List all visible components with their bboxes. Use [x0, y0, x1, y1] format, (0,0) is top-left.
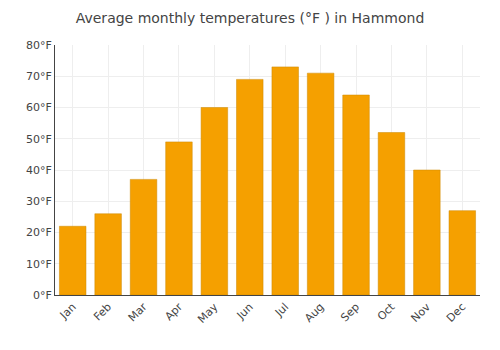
svg-text:Jul: Jul — [272, 301, 291, 320]
svg-text:Jan: Jan — [57, 301, 79, 323]
svg-text:40°F: 40°F — [26, 164, 52, 177]
svg-text:70°F: 70°F — [26, 70, 52, 83]
svg-text:Dec: Dec — [444, 301, 468, 325]
svg-text:30°F: 30°F — [26, 195, 52, 208]
svg-text:Nov: Nov — [409, 300, 434, 325]
svg-text:Feb: Feb — [91, 301, 114, 324]
svg-text:Mar: Mar — [126, 300, 150, 324]
svg-text:Average monthly temperatures (: Average monthly temperatures (°F ) in Ha… — [76, 10, 425, 26]
svg-text:May: May — [195, 300, 221, 326]
svg-text:Aug: Aug — [302, 301, 326, 325]
svg-text:60°F: 60°F — [26, 101, 52, 114]
svg-text:Apr: Apr — [162, 300, 185, 323]
svg-text:50°F: 50°F — [26, 133, 52, 146]
svg-text:Jun: Jun — [234, 300, 256, 322]
svg-text:Oct: Oct — [375, 300, 398, 323]
svg-text:Sep: Sep — [338, 301, 362, 325]
svg-text:0°F: 0°F — [33, 289, 52, 302]
svg-text:10°F: 10°F — [26, 258, 52, 271]
svg-text:80°F: 80°F — [26, 39, 52, 52]
svg-text:20°F: 20°F — [26, 226, 52, 239]
